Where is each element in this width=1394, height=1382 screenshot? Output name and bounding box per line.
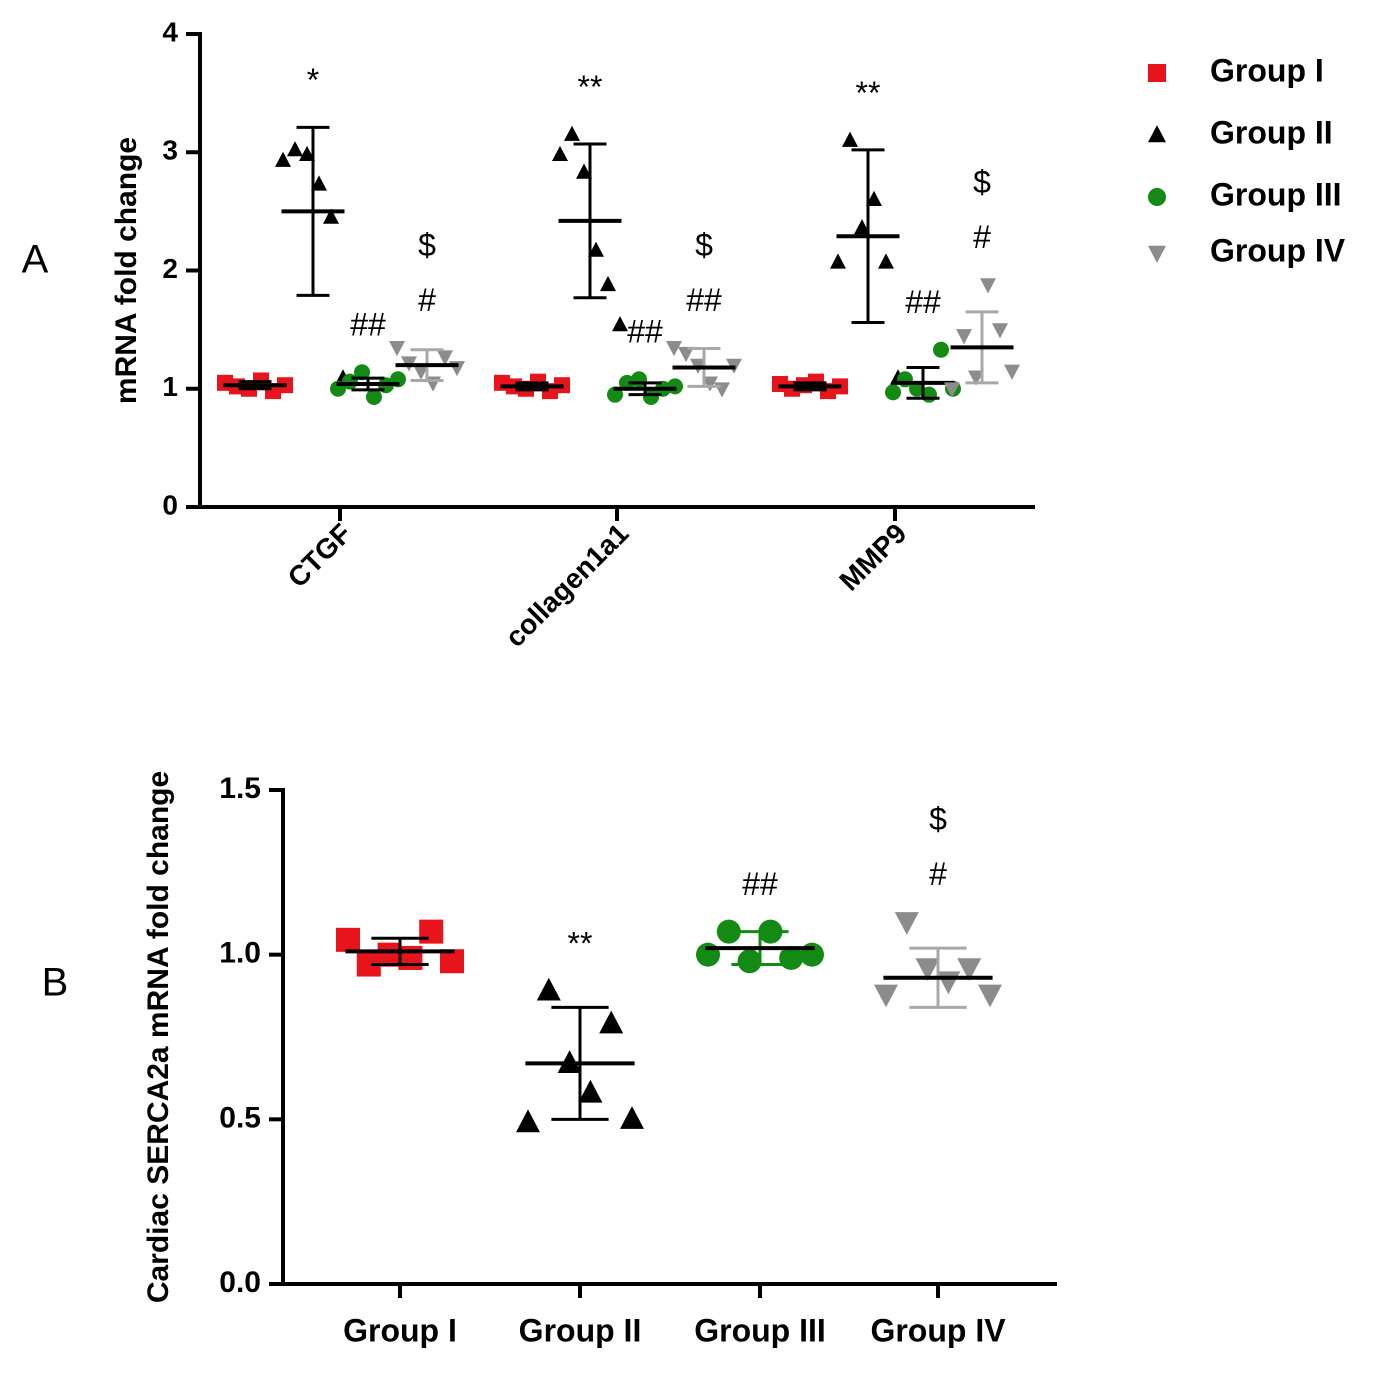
- data-point: [830, 253, 846, 269]
- significance-mark: ##: [686, 282, 722, 318]
- y-tick-label: 3: [162, 135, 178, 166]
- x-tick-label: collagen1a1: [499, 518, 634, 653]
- data-point: [564, 125, 580, 141]
- legend-label: Group I: [1210, 52, 1324, 88]
- data-point: [600, 275, 616, 292]
- data-point: [612, 316, 628, 332]
- legend-marker: [1148, 125, 1166, 143]
- y-tick-label: 4: [162, 16, 178, 47]
- significance-mark: #: [973, 219, 991, 255]
- significance-mark: *: [307, 62, 319, 98]
- significance-mark: ##: [905, 284, 941, 320]
- data-point: [578, 1079, 603, 1103]
- panel-label: A: [22, 238, 49, 282]
- data-point: [866, 190, 882, 206]
- significance-mark: ##: [627, 314, 663, 350]
- data-point: [874, 984, 898, 1008]
- data-point: [842, 131, 858, 147]
- data-point: [620, 1106, 644, 1129]
- data-point: [678, 346, 694, 363]
- significance-mark: $: [695, 227, 713, 263]
- data-point: [311, 175, 327, 191]
- y-tick-label: 1.5: [219, 772, 261, 805]
- data-point: [737, 949, 762, 974]
- significance-mark: **: [578, 69, 603, 105]
- data-point: [894, 912, 919, 935]
- y-tick-label: 0: [162, 489, 178, 520]
- significance-mark: **: [568, 925, 593, 961]
- legend-label: Group II: [1210, 114, 1333, 150]
- significance-mark: **: [856, 75, 881, 111]
- data-point: [643, 389, 659, 406]
- legend-marker: [1148, 188, 1166, 206]
- data-point: [299, 145, 315, 162]
- x-tick-label: Group IV: [870, 1312, 1006, 1348]
- data-point: [336, 927, 360, 952]
- data-point: [275, 151, 291, 167]
- data-point: [552, 145, 568, 162]
- y-tick-label: 1.0: [219, 937, 261, 970]
- panel-label: B: [42, 961, 69, 1005]
- data-point: [885, 384, 901, 401]
- data-point: [992, 323, 1008, 339]
- legend-marker: [1148, 245, 1166, 263]
- data-point: [354, 364, 370, 381]
- data-point: [287, 141, 303, 157]
- x-tick-label: Group I: [343, 1312, 457, 1348]
- data-point: [419, 919, 444, 944]
- data-point: [714, 382, 730, 398]
- data-point: [716, 919, 741, 944]
- y-axis-label: mRNA fold change: [110, 137, 143, 404]
- significance-mark: #: [418, 282, 436, 318]
- data-point: [323, 208, 339, 224]
- data-point: [389, 340, 405, 357]
- x-tick-label: Group II: [519, 1312, 642, 1348]
- data-point: [957, 958, 982, 982]
- significance-mark: ##: [742, 866, 778, 902]
- significance-mark: #: [929, 856, 947, 892]
- data-point: [599, 1010, 624, 1034]
- data-point: [437, 350, 453, 366]
- y-tick-label: 0.0: [219, 1266, 261, 1299]
- significance-mark: $: [929, 801, 947, 837]
- y-tick-label: 2: [162, 253, 178, 284]
- data-point: [915, 958, 940, 982]
- data-point: [702, 376, 718, 392]
- data-point: [536, 977, 561, 1001]
- data-point: [666, 340, 682, 357]
- data-point: [944, 382, 960, 398]
- data-point: [978, 984, 1002, 1008]
- data-point: [878, 253, 894, 269]
- legend-label: Group IV: [1210, 232, 1346, 268]
- data-point: [1004, 364, 1020, 380]
- data-point: [933, 341, 949, 358]
- y-tick-label: 1: [162, 371, 178, 402]
- data-point: [377, 942, 402, 967]
- y-tick-label: 0.5: [219, 1101, 261, 1134]
- legend-marker: [1148, 64, 1166, 82]
- y-axis-label: Cardiac SERCA2a mRNA fold change: [142, 771, 175, 1303]
- data-point: [956, 329, 972, 345]
- data-point: [936, 971, 961, 995]
- x-tick-label: MMP9: [833, 518, 912, 597]
- data-point: [366, 389, 382, 406]
- data-point: [968, 370, 984, 386]
- data-point: [588, 241, 604, 257]
- data-point: [516, 1109, 540, 1133]
- legend-label: Group III: [1210, 176, 1342, 212]
- data-point: [576, 163, 592, 179]
- x-tick-label: CTGF: [282, 518, 358, 594]
- data-point: [980, 278, 996, 294]
- significance-mark: ##: [350, 307, 386, 343]
- significance-mark: $: [973, 164, 991, 200]
- significance-mark: $: [418, 227, 436, 263]
- data-point: [667, 378, 683, 395]
- data-point: [413, 364, 429, 380]
- data-point: [854, 219, 870, 235]
- x-tick-label: Group III: [694, 1312, 826, 1348]
